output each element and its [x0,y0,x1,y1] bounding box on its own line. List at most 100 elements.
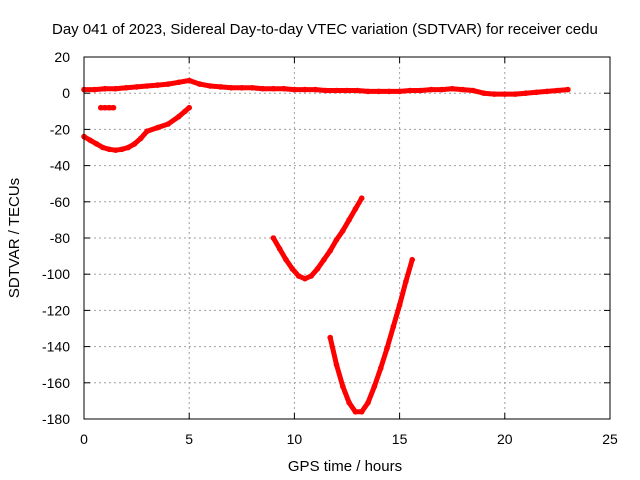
data-point [119,146,125,153]
data-point [110,104,117,111]
data-point [239,85,245,91]
data-point [131,141,138,147]
data-point [102,85,108,92]
data-point [449,85,456,92]
data-point [87,137,94,144]
data-point [565,86,571,93]
data-point [138,135,144,142]
data-point [470,87,477,94]
data-point [333,361,340,368]
y-tick-label: -100 [42,266,70,282]
data-point [354,87,361,94]
data-point [295,273,302,279]
data-point [403,278,409,285]
data-point [91,86,98,93]
x-tick-label: 20 [497,431,513,447]
data-point [390,323,397,330]
data-point [291,86,298,93]
data-point [333,237,340,243]
data-series-4 [327,256,416,415]
y-tick-label: 20 [54,49,70,65]
data-point [314,266,321,272]
data-point [98,104,104,111]
data-point [270,235,277,241]
data-point [276,246,283,252]
data-point [544,88,550,95]
data-point [321,256,327,263]
y-axis-label: SDTVAR / TECUs [6,178,23,298]
data-point [417,87,424,94]
data-point [125,144,131,151]
data-point [327,247,334,254]
data-point [106,146,112,153]
data-point [175,79,182,86]
y-tick-label: -20 [50,121,70,137]
data-point [302,275,308,282]
data-point [133,84,140,90]
data-point [438,86,445,93]
x-tick-label: 0 [80,431,88,447]
data-point [491,91,498,97]
data-point [249,85,256,91]
data-point [333,87,340,94]
data-point [346,217,352,223]
y-tick-label: -140 [42,339,70,355]
data-point [196,81,203,87]
data-point [523,90,529,96]
data-point [554,87,561,94]
y-tick-label: -80 [50,230,70,246]
data-series-0 [81,77,571,97]
y-tick-label: -180 [42,411,70,427]
data-point [106,104,112,111]
data-point [377,365,384,372]
data-point [396,302,403,308]
data-series-1 [98,104,117,111]
data-point [428,86,435,93]
data-point [289,266,296,272]
data-point [100,144,106,151]
data-point [327,334,334,341]
data-point [346,399,352,406]
series-line [81,105,192,153]
data-point [123,85,129,91]
x-tick-label: 10 [287,431,303,447]
data-point [93,141,100,147]
x-tick-label: 25 [602,431,618,447]
data-point [165,121,171,127]
data-point [365,88,371,95]
data-point [358,195,365,201]
data-point [409,256,416,263]
data-point [375,88,382,95]
data-point [502,91,508,97]
y-tick-label: -60 [50,194,70,210]
data-point [340,228,346,234]
data-point [260,85,266,92]
data-point [281,85,287,92]
data-point [344,87,350,94]
data-point [386,88,392,95]
data-point [352,206,359,212]
data-series-2 [81,104,192,153]
data-point [207,83,213,89]
data-point [512,91,519,97]
series-line [327,257,415,415]
data-point [186,104,192,111]
data-point [186,77,192,84]
data-point [112,147,119,153]
y-tick-label: -160 [42,375,70,391]
data-point [154,82,161,88]
data-point [352,409,359,415]
y-tick-label: -120 [42,302,70,318]
y-axis-ticks: 20 0 -20 -40 -60 -80 -100 -120 -140 -160 -180 [42,49,610,427]
data-series-3 [270,195,365,282]
y-tick-label: 0 [62,85,70,101]
data-point [228,85,235,91]
data-point [102,104,108,111]
chart-title: Day 041 of 2023, Sidereal Day-to-day VTE… [52,21,598,38]
data-series [81,77,571,415]
data-point [175,113,182,120]
data-point [270,85,277,92]
grid [84,57,610,419]
data-point [312,86,319,93]
